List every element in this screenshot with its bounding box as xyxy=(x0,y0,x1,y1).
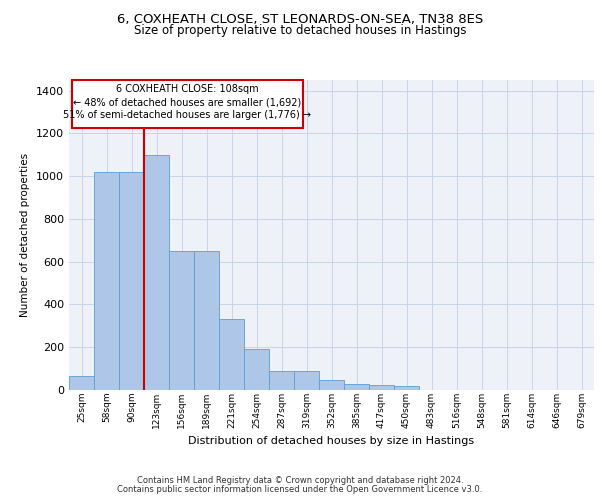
FancyBboxPatch shape xyxy=(71,80,302,128)
Y-axis label: Number of detached properties: Number of detached properties xyxy=(20,153,31,317)
Bar xyxy=(69,376,94,390)
Bar xyxy=(394,386,419,390)
Text: 6 COXHEATH CLOSE: 108sqm: 6 COXHEATH CLOSE: 108sqm xyxy=(116,84,259,94)
Bar xyxy=(319,380,344,390)
Bar xyxy=(244,350,269,390)
Bar xyxy=(169,251,194,390)
Bar xyxy=(344,384,369,390)
Bar xyxy=(119,172,144,390)
Text: 6, COXHEATH CLOSE, ST LEONARDS-ON-SEA, TN38 8ES: 6, COXHEATH CLOSE, ST LEONARDS-ON-SEA, T… xyxy=(117,12,483,26)
Bar xyxy=(94,172,119,390)
Bar xyxy=(219,320,244,390)
Text: 51% of semi-detached houses are larger (1,776) →: 51% of semi-detached houses are larger (… xyxy=(63,110,311,120)
Bar xyxy=(294,371,319,390)
Bar xyxy=(194,251,219,390)
Text: Contains HM Land Registry data © Crown copyright and database right 2024.: Contains HM Land Registry data © Crown c… xyxy=(137,476,463,485)
X-axis label: Distribution of detached houses by size in Hastings: Distribution of detached houses by size … xyxy=(188,436,475,446)
Text: ← 48% of detached houses are smaller (1,692): ← 48% of detached houses are smaller (1,… xyxy=(73,97,301,107)
Text: Contains public sector information licensed under the Open Government Licence v3: Contains public sector information licen… xyxy=(118,485,482,494)
Bar xyxy=(269,371,294,390)
Bar xyxy=(369,384,394,390)
Text: Size of property relative to detached houses in Hastings: Size of property relative to detached ho… xyxy=(134,24,466,37)
Bar xyxy=(144,155,169,390)
